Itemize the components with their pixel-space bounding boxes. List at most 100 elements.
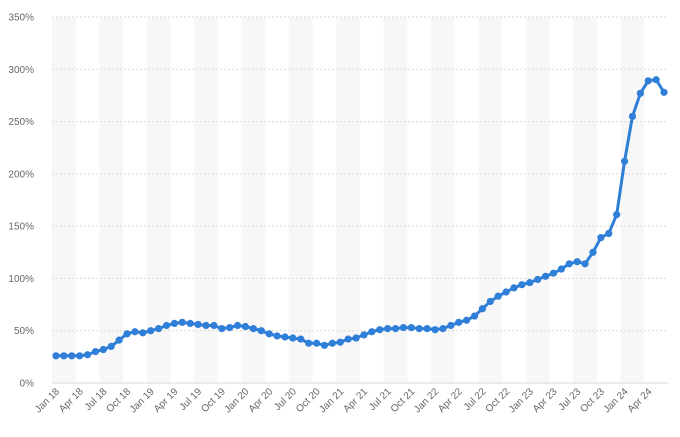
data-point[interactable] [99,345,107,354]
data-point[interactable] [178,318,186,326]
x-tick-label: Apr 19 [152,386,181,415]
data-point[interactable] [620,157,629,165]
data-point[interactable] [447,321,455,330]
y-tick-label: 100% [8,274,34,285]
data-point[interactable] [613,211,621,219]
data-point[interactable] [391,325,400,333]
data-point[interactable] [518,281,526,289]
y-tick-label: 150% [8,222,34,233]
data-point[interactable] [218,325,226,333]
x-tick-label: Oct 22 [484,386,513,415]
x-tick-label: Oct 20 [294,386,323,415]
data-point[interactable] [297,335,305,343]
data-point[interactable] [241,322,250,331]
data-point[interactable] [510,284,518,292]
data-point[interactable] [628,112,637,120]
x-tick-label: Oct 19 [199,386,228,415]
data-point[interactable] [336,338,344,346]
data-point[interactable] [147,327,155,335]
data-point[interactable] [107,342,115,350]
data-point[interactable] [76,352,84,360]
data-point[interactable] [226,323,234,332]
data-point[interactable] [486,297,494,306]
data-point[interactable] [328,339,336,347]
data-point[interactable] [384,325,392,333]
column-band [431,17,455,383]
x-tick-label: Jan 21 [317,386,346,415]
column-band [288,17,313,383]
data-point[interactable] [597,234,605,242]
data-point[interactable] [352,334,360,342]
data-point[interactable] [257,327,265,335]
y-tick-label: 250% [8,117,34,128]
x-tick-label: Jan 23 [507,386,536,415]
column-band [336,17,360,383]
data-point[interactable] [376,326,384,334]
data-point[interactable] [431,326,439,334]
data-point[interactable] [605,229,613,238]
data-point[interactable] [273,332,281,340]
data-point[interactable] [320,341,329,349]
data-point[interactable] [91,348,100,356]
data-point[interactable] [581,260,589,268]
data-point[interactable] [344,335,352,343]
data-point[interactable] [155,325,163,333]
data-point[interactable] [399,323,408,332]
data-point[interactable] [360,331,368,339]
data-point[interactable] [502,288,510,296]
data-point[interactable] [162,321,171,330]
y-tick-label: 0% [20,379,35,390]
data-point[interactable] [573,258,581,266]
data-point[interactable] [478,305,487,313]
data-point[interactable] [455,318,463,326]
data-point[interactable] [281,333,289,341]
data-point[interactable] [265,330,273,338]
column-band [241,17,266,383]
column-band [525,17,550,383]
data-point[interactable] [131,328,139,336]
data-point[interactable] [470,312,479,320]
data-point[interactable] [423,325,431,333]
data-point[interactable] [541,272,550,280]
data-point[interactable] [549,269,558,277]
data-point[interactable] [368,328,376,336]
data-point[interactable] [249,325,257,333]
x-tick-label: Apr 23 [531,386,560,415]
data-point[interactable] [636,89,644,97]
data-point[interactable] [68,352,76,360]
data-point[interactable] [407,323,415,332]
data-point[interactable] [589,248,597,256]
data-point[interactable] [115,336,123,344]
data-point[interactable] [526,279,534,287]
data-point[interactable] [557,265,565,273]
data-point[interactable] [565,260,573,268]
data-point[interactable] [534,275,542,284]
data-point[interactable] [439,325,447,333]
data-point[interactable] [52,352,60,360]
data-point[interactable] [660,88,668,96]
data-point[interactable] [186,319,194,327]
data-point[interactable] [305,339,313,347]
data-point[interactable] [233,321,242,330]
column-band [478,17,503,383]
data-point[interactable] [210,321,218,330]
data-point[interactable] [463,316,471,324]
data-point[interactable] [415,325,423,333]
data-point[interactable] [494,292,502,300]
data-point[interactable] [139,329,147,337]
data-point[interactable] [60,352,68,360]
data-point[interactable] [194,320,202,329]
data-point[interactable] [312,339,321,347]
data-point[interactable] [170,319,179,327]
data-point[interactable] [652,76,660,84]
data-point[interactable] [644,77,652,85]
data-point[interactable] [123,330,131,338]
data-point[interactable] [289,334,297,342]
column-band [146,17,171,383]
data-point[interactable] [202,321,210,330]
y-axis-tick-labels: 0% 50% 100% 150% 200% 250% 300% 350% [8,13,34,390]
x-tick-label: Apr 21 [341,386,370,415]
data-point[interactable] [83,351,92,359]
x-tick-label: Apr 18 [57,386,86,415]
